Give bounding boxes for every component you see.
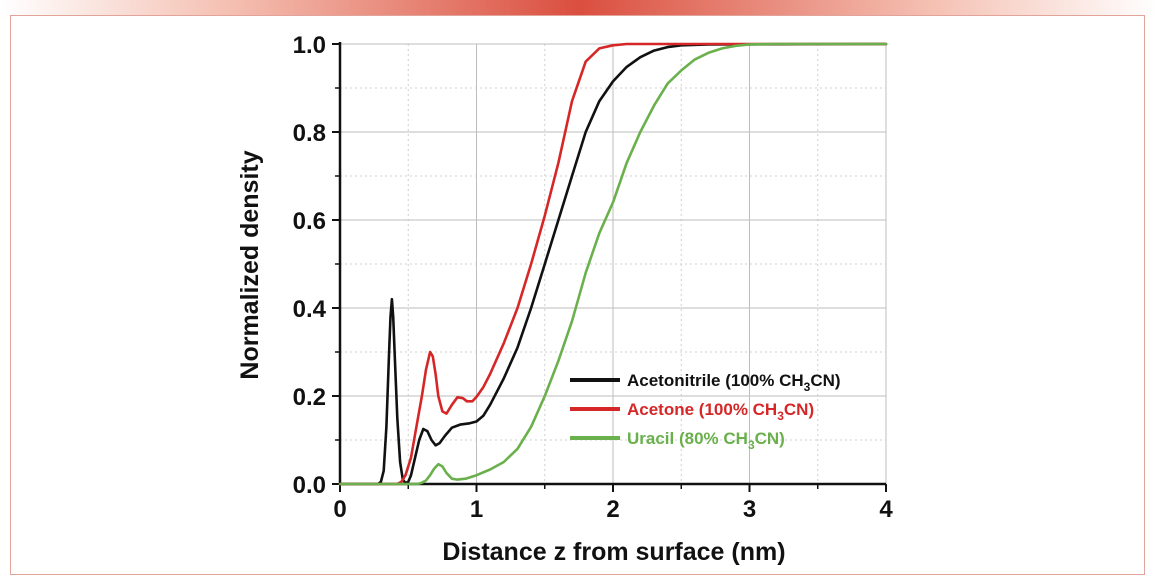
y-tick-label: 0.2 [293,384,326,411]
axes [332,42,887,492]
y-tick-label: 0.0 [293,472,326,499]
series-line-3 [338,42,888,486]
legend-label-1: Acetonitrile (100% CH3CN) [627,371,841,394]
x-tick-label: 2 [606,496,619,523]
legend-label-2: Acetone (100% CH3CN) [627,400,814,423]
x-tick-label: 4 [879,496,893,523]
figure-frame [10,15,1145,575]
y-tick-label: 0.6 [293,208,326,235]
tick-labels: 0 1 2 3 4 0.0 0.2 0.4 0.6 0.8 1.0 [293,32,894,523]
legend-label-3: Uracil (80% CH3CN) [627,429,785,452]
x-axis-title: Distance z from surface (nm) [442,538,785,566]
x-tick-label: 0 [333,496,346,523]
series-line-1 [338,42,888,486]
legend: Acetonitrile (100% CH3CN) Acetone (100% C… [570,371,841,452]
y-tick-label: 0.4 [293,296,327,323]
y-tick-label: 1.0 [293,32,326,59]
series-lines [338,42,888,486]
series-line-2 [338,42,888,486]
x-tick-label: 1 [470,496,483,523]
y-axis-title: Normalized density [236,150,264,379]
x-tick-label: 3 [743,496,756,523]
y-tick-label: 0.8 [293,120,326,147]
top-accent-bar [0,0,1158,18]
